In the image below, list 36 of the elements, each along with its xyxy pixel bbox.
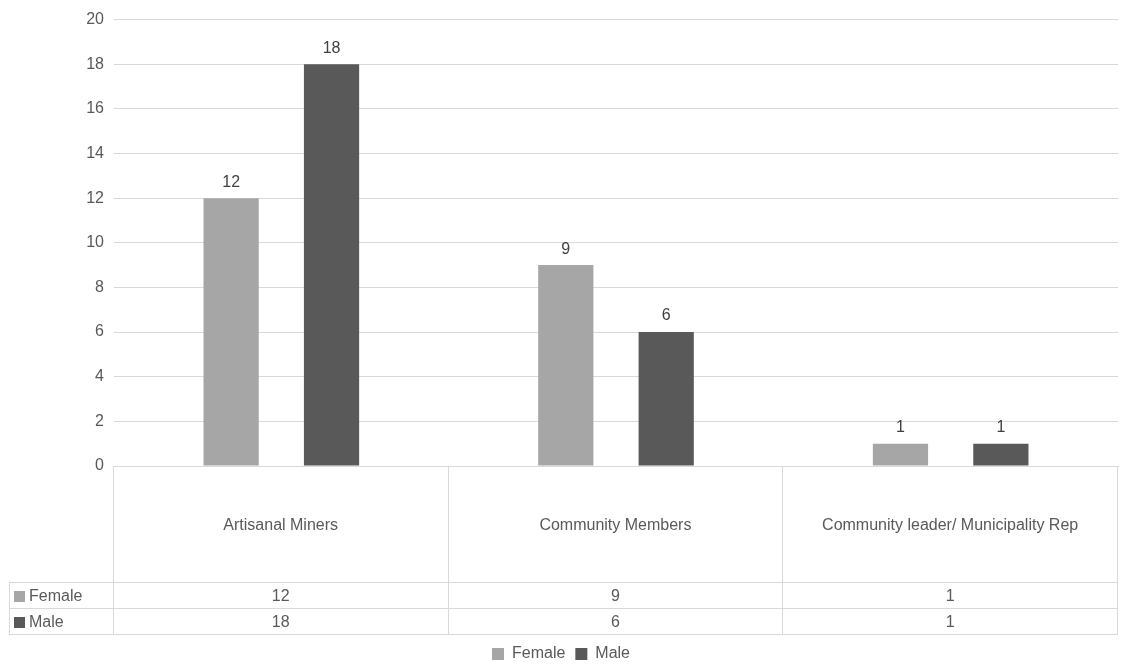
x-tick-label: Artisanal Miners	[113, 466, 449, 583]
text: Male	[29, 612, 64, 630]
text: 18	[113, 608, 449, 635]
bar	[203, 198, 259, 466]
y-tick-label: 16	[86, 99, 105, 117]
y-tick-label: 0	[95, 456, 105, 474]
y-tick-label: 18	[86, 54, 105, 72]
y-tick-label: 12	[86, 188, 105, 206]
y-tick-label: 2	[95, 411, 105, 429]
y-tick-label: 8	[95, 277, 105, 295]
legend-label: Female	[9, 582, 114, 609]
bar	[303, 64, 360, 466]
data-label: 1	[996, 418, 1006, 436]
y-tick-label: 14	[86, 143, 105, 161]
y-tick-label: 4	[95, 367, 105, 385]
x-tick-label: Community Members	[448, 466, 783, 583]
text: 9	[448, 582, 783, 609]
bar	[538, 265, 594, 466]
text: 6	[448, 608, 783, 635]
data-label: 1	[896, 418, 906, 436]
data-label: 18	[322, 38, 341, 56]
data-label: 12	[222, 172, 241, 190]
legend-label: Male	[595, 644, 631, 662]
bar	[638, 332, 694, 466]
y-tick-label: 20	[86, 10, 105, 28]
bar	[973, 443, 1029, 466]
text: 1	[782, 608, 1118, 635]
text: 1	[782, 582, 1118, 609]
y-tick-label: 6	[95, 322, 105, 340]
x-tick-label: Community leader/ Municipality Rep	[782, 466, 1118, 583]
data-label: 9	[561, 239, 571, 257]
y-tick-label: 10	[86, 233, 105, 251]
text: 12	[113, 582, 449, 609]
data-label: 6	[661, 306, 671, 324]
text: Female	[511, 644, 566, 662]
bar	[872, 443, 929, 466]
